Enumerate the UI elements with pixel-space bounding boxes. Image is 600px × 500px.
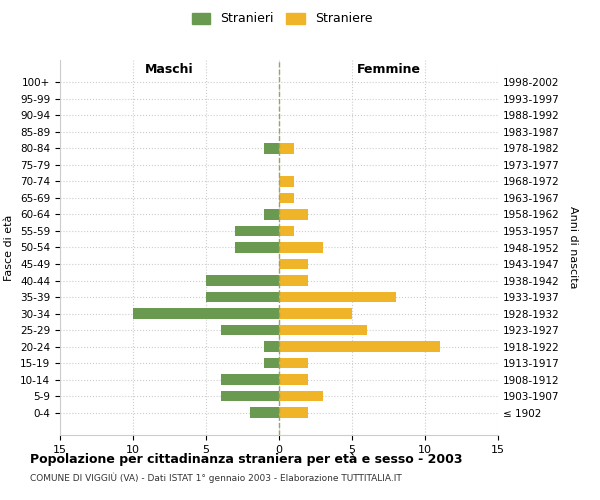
Bar [279,390,323,402]
Y-axis label: Fasce di età: Fasce di età [4,214,14,280]
Bar [279,258,308,270]
Bar [250,407,279,418]
Text: Maschi: Maschi [145,62,194,76]
Text: COMUNE DI VIGGIÙ (VA) - Dati ISTAT 1° gennaio 2003 - Elaborazione TUTTITALIA.IT: COMUNE DI VIGGIÙ (VA) - Dati ISTAT 1° ge… [30,472,402,483]
Bar [279,407,308,418]
Bar [279,242,323,253]
Legend: Stranieri, Straniere: Stranieri, Straniere [188,8,376,29]
Bar [279,143,293,154]
Bar [221,390,279,402]
Text: Femmine: Femmine [356,62,421,76]
Bar [279,209,308,220]
Bar [279,341,440,352]
Bar [279,192,293,203]
Bar [279,324,367,336]
Bar [279,275,308,286]
Bar [265,341,279,352]
Text: Popolazione per cittadinanza straniera per età e sesso - 2003: Popolazione per cittadinanza straniera p… [30,452,463,466]
Bar [221,374,279,385]
Bar [206,275,279,286]
Bar [235,226,279,236]
Bar [279,292,396,302]
Bar [133,308,279,319]
Bar [265,209,279,220]
Bar [265,143,279,154]
Bar [279,374,308,385]
Bar [221,324,279,336]
Bar [279,308,352,319]
Bar [279,176,293,187]
Bar [235,242,279,253]
Bar [206,292,279,302]
Y-axis label: Anni di nascita: Anni di nascita [568,206,578,289]
Bar [265,358,279,368]
Bar [279,358,308,368]
Bar [279,226,293,236]
